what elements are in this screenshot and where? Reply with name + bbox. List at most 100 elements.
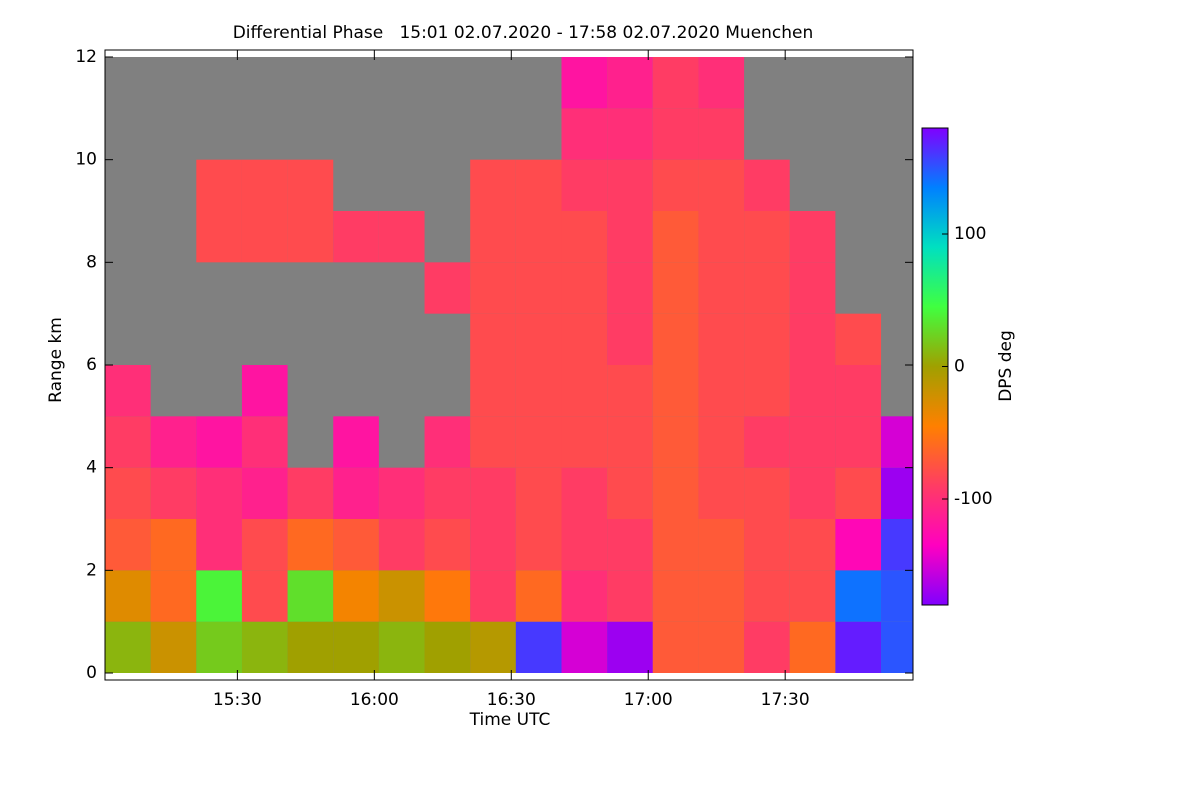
heatmap-cell [607, 365, 653, 417]
heatmap-cell [196, 570, 242, 622]
heatmap-cell [470, 211, 516, 263]
heatmap-cell [698, 416, 745, 468]
heatmap-cell [698, 262, 745, 314]
heatmap-cell [515, 365, 562, 417]
heatmap-cell [607, 108, 653, 160]
heatmap-cell [150, 467, 197, 519]
y-tick-label: 10 [75, 150, 97, 170]
heatmap-cell [241, 519, 288, 571]
heatmap-cell [835, 570, 882, 622]
y-tick-label: 6 [86, 355, 97, 375]
heatmap-cell [424, 262, 471, 314]
heatmap-cell [789, 313, 836, 365]
heatmap-cell [287, 621, 334, 673]
heatmap-cell [470, 262, 516, 314]
heatmap-cell [333, 621, 379, 673]
heatmap-cell [150, 416, 197, 468]
heatmap-cell [470, 313, 516, 365]
y-tick-label: 8 [86, 252, 97, 272]
heatmap-cell [744, 621, 790, 673]
heatmap-cell [835, 467, 882, 519]
y-tick-label: 4 [86, 458, 97, 478]
heatmap-cell [333, 467, 379, 519]
heatmap-cell [789, 519, 836, 571]
heatmap-cell [515, 262, 562, 314]
heatmap-cell [470, 416, 516, 468]
heatmap-cell [744, 313, 790, 365]
heatmap-cell [105, 365, 151, 417]
x-tick-label: 17:30 [761, 690, 810, 710]
colorbar-tick-label: -100 [954, 489, 993, 509]
y-axis-label: Range km [46, 317, 66, 403]
heatmap-cell [744, 416, 790, 468]
colorbar-tick-label: 100 [954, 224, 986, 244]
x-axis-label: Time UTC [469, 710, 551, 730]
heatmap-cell [652, 211, 699, 263]
heatmap-cell [378, 519, 425, 571]
heatmap-cell [515, 159, 562, 211]
heatmap-cell [744, 159, 790, 211]
heatmap-cell [378, 211, 425, 263]
heatmap-cell [561, 365, 608, 417]
heatmap-cell [652, 57, 699, 109]
heatmap-cell [561, 416, 608, 468]
heatmap-cell [698, 570, 745, 622]
heatmap-cell [698, 467, 745, 519]
heatmap-cell [652, 159, 699, 211]
heatmap-cell [652, 108, 699, 160]
heatmap-cell [424, 621, 471, 673]
heatmap-cell [789, 467, 836, 519]
heatmap-cell [881, 621, 913, 673]
chart-title: Differential Phase 15:01 02.07.2020 - 17… [233, 23, 814, 43]
x-tick-label: 15:30 [213, 690, 262, 710]
heatmap-cell [196, 159, 242, 211]
heatmap-cell [744, 262, 790, 314]
heatmap-cell [652, 467, 699, 519]
heatmap-cell [196, 467, 242, 519]
heatmap-cell [561, 519, 608, 571]
heatmap-cell [424, 570, 471, 622]
heatmap-cell [287, 467, 334, 519]
x-tick-label: 16:00 [350, 690, 399, 710]
heatmap-cell [698, 159, 745, 211]
heatmap-cell [196, 621, 242, 673]
heatmap-cell [424, 467, 471, 519]
heatmap-cell [241, 467, 288, 519]
heatmap-cell [698, 108, 745, 160]
heatmap-cell [561, 57, 608, 109]
heatmap-cell [241, 416, 288, 468]
heatmap-cell [470, 621, 516, 673]
heatmap-cell [333, 416, 379, 468]
colorbar-label: DPS deg [996, 330, 1016, 402]
heatmap-cell [698, 57, 745, 109]
heatmap-cell [607, 313, 653, 365]
heatmap-cell [652, 570, 699, 622]
heatmap-cell [652, 262, 699, 314]
heatmap-cell [424, 416, 471, 468]
heatmap-cell [607, 416, 653, 468]
heatmap-cell [789, 211, 836, 263]
heatmap-cell [196, 416, 242, 468]
heatmap-cell [105, 570, 151, 622]
heatmap-cell [607, 57, 653, 109]
heatmap-cell [561, 313, 608, 365]
heatmap-cell [470, 365, 516, 417]
y-tick-label: 12 [75, 47, 97, 67]
x-tick-label: 16:30 [487, 690, 536, 710]
heatmap-cell [333, 519, 379, 571]
heatmap-cell [652, 416, 699, 468]
heatmap-cell [607, 621, 653, 673]
heatmap-cell [241, 570, 288, 622]
heatmap-cell [561, 570, 608, 622]
heatmap-cell [607, 211, 653, 263]
heatmap-cell [470, 467, 516, 519]
heatmap-cell [698, 621, 745, 673]
heatmap-cell [881, 519, 913, 571]
heatmap-cell [333, 570, 379, 622]
heatmap-cell [515, 313, 562, 365]
heatmap-cell [287, 159, 334, 211]
heatmap-cell [150, 570, 197, 622]
heatmap-cell [561, 467, 608, 519]
heatmap-cell [241, 365, 288, 417]
